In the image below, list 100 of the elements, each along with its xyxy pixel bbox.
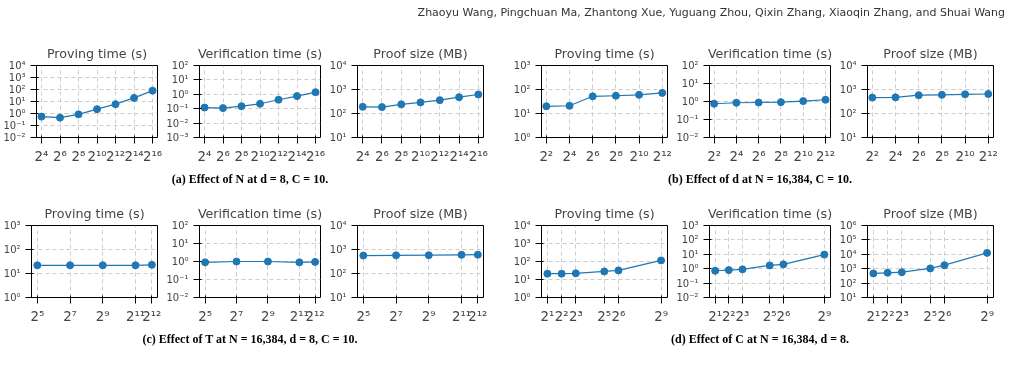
x-tick-label: 2¹² [815,148,836,164]
x-tick-label: 2¹² [652,148,672,164]
x-tick-label: 2⁴ [888,148,903,164]
x-tick-label: 2⁵ [762,308,777,324]
text: (c) Effect of T at N = 16,384, d = 8, C = 10. [142,331,358,348]
point [237,102,246,111]
point [256,99,265,108]
y-tick-label: 10⁻¹ [166,274,189,285]
x-tick-label: 2¹² [268,148,289,164]
x-tick-label: 2¹ [540,308,555,324]
point [611,91,620,100]
chart-title: Verification time (s) [707,205,833,221]
y-tick-label: 10⁻¹ [166,103,189,115]
x-tick-label: 2⁶ [611,308,626,324]
x-tick-label: 2² [880,308,895,324]
point [111,100,120,109]
y-tick-label: 10² [8,84,26,95]
x-tick-label: 2⁶ [53,148,67,164]
chart-title: Proof size (MB) [373,45,468,61]
x-tick-label: 2² [707,148,722,164]
x-tick-label: 2² [865,148,880,164]
x-tick-label: 2¹⁴ [124,148,144,164]
x-tick-label: 2⁵ [356,308,371,324]
point [56,113,65,122]
y-tick-label: 10⁻³ [166,132,189,143]
x-tick-label: 2¹⁰ [250,148,270,164]
x-tick-label: 2³ [568,308,583,324]
x-tick-label: 2¹⁶ [468,148,488,164]
point [274,95,283,104]
x-tick-label: 2¹⁴ [449,148,469,164]
x-tick-label: 2² [554,308,569,324]
x-tick-label: 2⁶ [911,148,926,164]
chart-title: Verification time (s) [707,45,833,61]
x-tick-label: 2⁹ [654,308,668,324]
y-tick-label: 10² [839,108,857,119]
y-tick-label: 10¹ [171,238,189,249]
x-tick-label: 2⁶ [776,308,791,324]
y-tick-label: 10² [171,220,189,231]
x-tick-label: 2⁸ [934,148,949,164]
x-tick-label: 2¹⁶ [142,148,163,164]
x-tick-label: 2¹⁰ [87,148,107,164]
chart-title: Proof size (MB) [373,205,468,221]
chart-title: Proving time (s) [46,45,148,61]
point [219,104,228,113]
y-tick-label: 10³ [329,244,347,255]
x-tick-label: 2⁸ [71,148,86,164]
y-tick-label: 10² [329,268,347,279]
y-tick-label: 10⁴ [8,60,26,71]
x-tick-label: 2³ [735,308,750,324]
y-tick-label: 10⁻¹ [3,120,26,131]
x-tick-label: 2⁷ [63,308,77,324]
y-tick-label: 10⁻² [676,132,699,143]
y-tick-label: 10³ [681,220,699,231]
y-tick-label: 10⁰ [171,88,189,100]
y-tick-label: 10⁴ [329,220,347,231]
point [658,88,667,97]
x-tick-label: 2⁴ [562,148,577,164]
chart-title: Proof size (MB) [883,45,978,61]
point [74,110,83,119]
text: (a) Effect of N at d = 8, C = 10. [171,171,329,188]
point [635,90,644,99]
y-tick-label: 10¹ [3,268,21,279]
y-tick-label: 10⁻² [676,292,699,303]
y-tick-label: 10⁻² [166,117,189,129]
chart-title: Proving time (s) [554,45,655,61]
x-tick-label: 2¹⁰ [410,148,431,164]
y-tick-label: 10² [329,108,347,119]
x-tick-label: 2⁵ [923,308,938,324]
point [148,86,157,95]
x-tick-label: 2¹⁰ [793,148,813,164]
x-tick-label: 2¹⁴ [287,148,307,164]
y-tick-label: 10⁵ [839,234,857,246]
x-tick-label: 2⁸ [394,148,409,164]
y-tick-label: 10³ [329,84,347,95]
point [542,102,551,111]
y-tick-label: 10² [171,60,189,71]
point [311,88,320,97]
point [130,93,139,102]
y-tick-label: 10² [513,84,531,95]
y-tick-label: 10² [3,244,21,255]
x-tick-label: 2⁹ [95,308,110,324]
y-tick-label: 10² [513,256,531,267]
x-tick-label: 2⁸ [774,148,788,164]
chart-title: Verification time (s) [197,45,323,61]
point [93,105,102,114]
chart-title: Proving time (s) [554,205,655,221]
text: (d) Effect of C at N = 16,384, d = 8. [671,331,849,348]
y-tick-label: 10⁶ [839,220,857,231]
y-tick-label: 10⁴ [329,60,347,71]
y-tick-label: 10³ [513,60,531,71]
x-tick-label: 2¹⁰ [955,148,975,164]
y-tick-label: 10¹ [329,132,347,143]
y-tick-label: 10⁰ [3,292,21,303]
x-tick-label: 2⁶ [585,148,600,164]
y-tick-label: 10⁴ [839,60,857,71]
x-tick-label: 2⁶ [937,308,952,324]
x-tick-label: 2⁵ [597,308,612,324]
y-tick-label: 10⁻² [3,132,26,143]
text: Zhaoyu Wang, Pingchuan Ma, Zhantong Xue, Yuguang Zhou, Qixin Zhang, Xiaoqin Zhang, and Shuai Wang [417,5,1005,21]
point [293,92,302,101]
